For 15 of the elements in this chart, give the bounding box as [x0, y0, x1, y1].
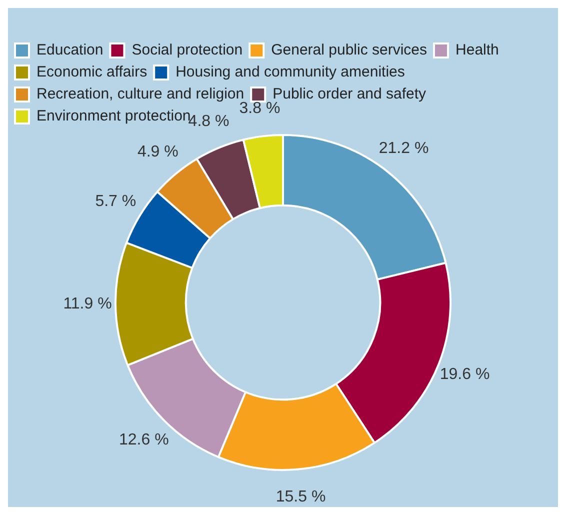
data-label: 12.6 % — [118, 431, 169, 448]
data-label: 21.2 % — [378, 140, 429, 158]
data-label: 5.7 % — [95, 192, 136, 210]
legend-label: Social protection — [132, 42, 243, 59]
legend-label: Health — [456, 42, 499, 59]
data-label: 4.9 % — [137, 144, 178, 161]
legend-label: Housing and community amenities — [176, 64, 405, 81]
legend-label: Economic affairs — [36, 64, 148, 81]
legend-label: General public services — [271, 42, 428, 59]
data-label: 11.9 % — [63, 296, 112, 313]
legend-label: Education — [36, 42, 104, 59]
data-label: 4.8 % — [188, 113, 230, 130]
legend-label: Environment protection — [36, 108, 191, 125]
data-label: 15.5 % — [276, 488, 326, 506]
data-label: 19.6 % — [440, 366, 490, 383]
